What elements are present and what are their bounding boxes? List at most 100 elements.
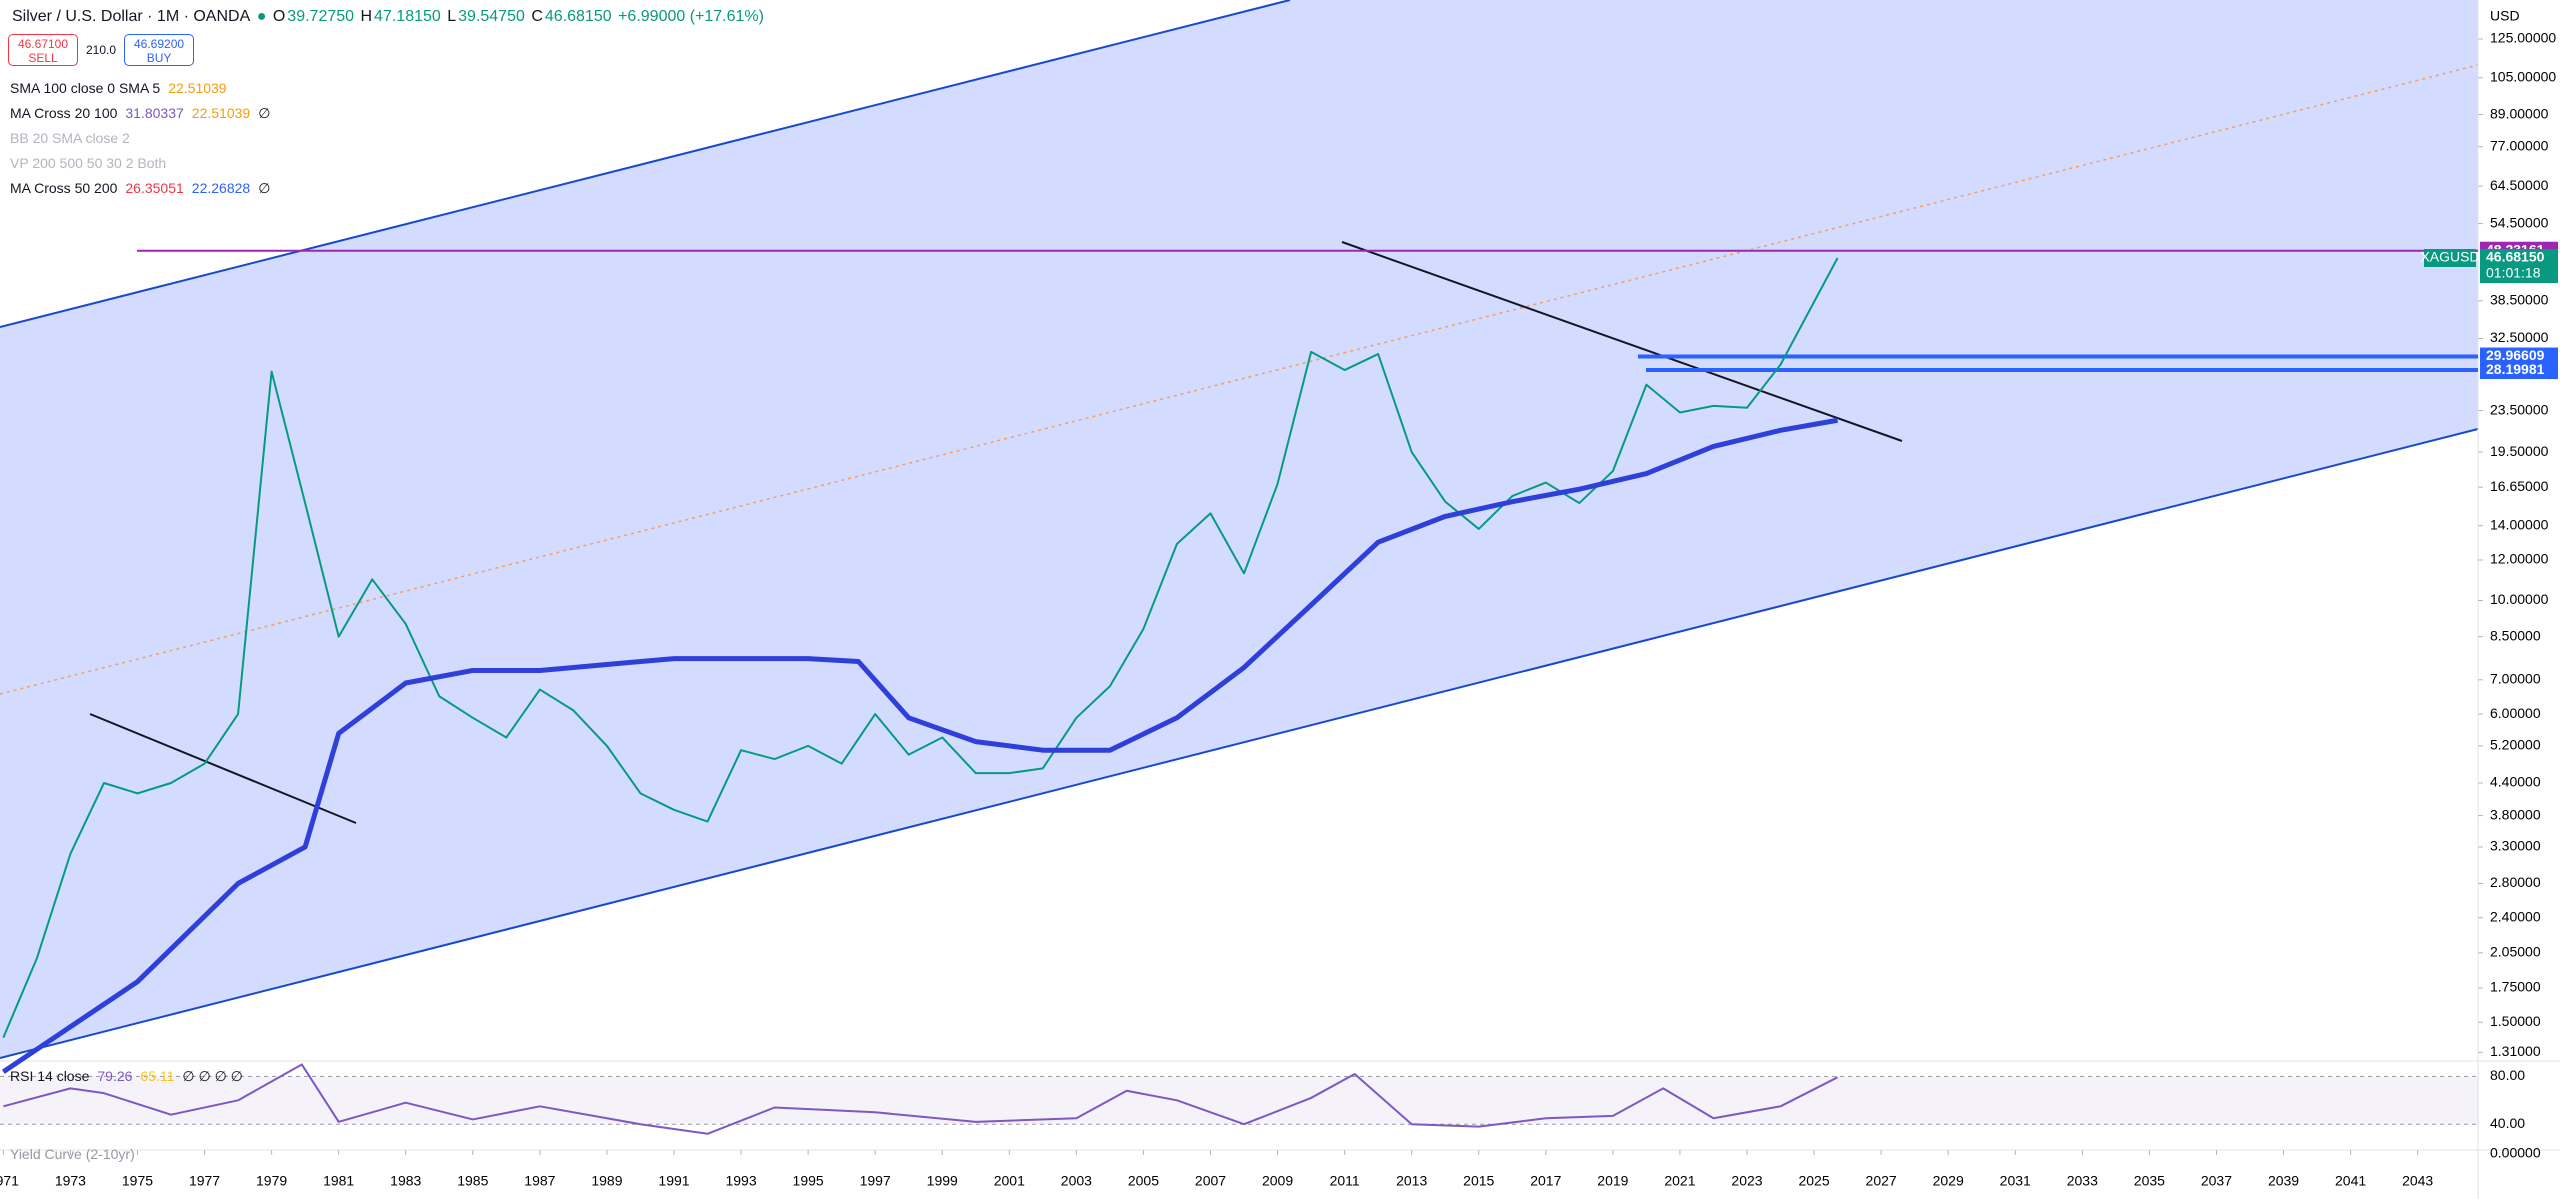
x-tick-label: 1981 — [323, 1173, 354, 1189]
x-tick-label: 1999 — [927, 1173, 958, 1189]
indicator-row: SMA 100 close 0 SMA 5 22.51039 — [10, 76, 278, 101]
trade-panel: 46.67100 SELL 210.0 46.69200 BUY — [8, 34, 195, 66]
y-tick-label: 54.50000 — [2490, 214, 2549, 230]
spread: 210.0 — [86, 43, 117, 57]
x-tick-label: 2001 — [994, 1173, 1025, 1189]
indicator-legend: SMA 100 close 0 SMA 5 22.51039 MA Cross 20… — [10, 76, 278, 201]
c-key: C — [531, 8, 543, 25]
indicator-value: 22.26828 — [191, 180, 251, 196]
x-tick-label: 2007 — [1195, 1173, 1226, 1189]
x-tick-label: 1991 — [658, 1173, 689, 1189]
price-tag — [2480, 361, 2558, 380]
x-tick-label: 2025 — [1798, 1173, 1829, 1189]
y-tick-label: 38.50000 — [2490, 292, 2549, 308]
x-tick-label: 2023 — [1731, 1173, 1762, 1189]
y-tick-label: 2.05000 — [2490, 944, 2541, 960]
sell-label: SELL — [28, 51, 58, 65]
y-tick-label: 8.50000 — [2490, 627, 2541, 643]
y-tick-label: 1.31000 — [2490, 1043, 2541, 1059]
y-tick-label: 125.00000 — [2490, 30, 2556, 46]
y-tick-label: 19.50000 — [2490, 443, 2549, 459]
x-tick-label: 2003 — [1061, 1173, 1092, 1189]
indicator-name: BB 20 SMA close 2 — [10, 130, 130, 146]
x-tick-label: 1987 — [524, 1173, 555, 1189]
price-tag — [2480, 249, 2558, 284]
y-tick-label: 5.20000 — [2490, 737, 2541, 753]
mid-line — [0, 64, 2479, 695]
rsi-tick-label: 80.00 — [2490, 1067, 2525, 1083]
indicator-row: MA Cross 20 100 31.80337 22.51039 ∅ — [10, 101, 278, 126]
x-tick-label: 1993 — [725, 1173, 756, 1189]
y-tick-label: 4.40000 — [2490, 774, 2541, 790]
indicator-row: MA Cross 50 200 26.35051 22.26828 ∅ — [10, 176, 278, 201]
x-tick-label: 2013 — [1396, 1173, 1427, 1189]
l-key: L — [447, 8, 457, 25]
symbol: Silver / U.S. Dollar · 1M · OANDA — [12, 8, 251, 25]
x-tick-label: 2029 — [1933, 1173, 1964, 1189]
x-tick-label: 2043 — [2402, 1173, 2433, 1189]
x-tick-label: 1975 — [122, 1173, 153, 1189]
x-tick-label: 1983 — [390, 1173, 421, 1189]
y-tick-label: 7.00000 — [2490, 671, 2541, 687]
price-tag-label: 28.19981 — [2486, 361, 2545, 377]
x-tick-label: 2027 — [1866, 1173, 1897, 1189]
y-tick-label: 12.00000 — [2490, 551, 2549, 567]
x-tick-label: 1989 — [591, 1173, 622, 1189]
x-tick-label: 2011 — [1330, 1173, 1360, 1189]
y-tick-label: 10.00000 — [2490, 591, 2549, 607]
o-val: 39.72750 — [287, 8, 355, 25]
x-tick-label: 2009 — [1262, 1173, 1293, 1189]
indicator-row: VP 200 500 50 30 2 Both — [10, 151, 278, 176]
channel-fill — [0, 0, 2478, 1058]
o-key: O — [272, 8, 286, 25]
trend-line — [1341, 241, 1903, 442]
sell-button[interactable]: 46.67100 SELL — [8, 34, 78, 66]
rsi-value: 65.11 — [140, 1068, 175, 1084]
indicator-row: BB 20 SMA close 2 — [10, 126, 278, 151]
y-tick-label: 64.50000 — [2490, 177, 2549, 193]
yield-curve-title: Yield Curve (2-10yr) — [10, 1146, 135, 1162]
indicator-name: VP 200 500 50 30 2 Both — [10, 155, 167, 171]
y-tick-label: 2.80000 — [2490, 874, 2541, 890]
y-tick-label: 3.30000 — [2490, 838, 2541, 854]
price-tag — [2480, 347, 2558, 366]
l-val: 39.54750 — [458, 8, 525, 25]
rsi-value: ∅ ∅ ∅ ∅ — [182, 1068, 243, 1084]
buy-button[interactable]: 46.69200 BUY — [124, 34, 195, 66]
yield-curve-legend: Yield Curve (2-10yr) — [10, 1146, 135, 1162]
price-tag-label: 29.96609 — [2486, 347, 2545, 363]
rsi-value: 79.26 — [97, 1068, 133, 1084]
x-tick-label: 2035 — [2134, 1173, 2165, 1189]
series-line — [2, 257, 1839, 1038]
x-tick-label: 2033 — [2067, 1173, 2098, 1189]
x-tick-label: 2015 — [1463, 1173, 1494, 1189]
sell-price: 46.67100 — [17, 37, 69, 51]
rsi-title: RSI 14 close — [10, 1068, 90, 1084]
change: +6.99000 (+17.61%) — [618, 8, 764, 25]
symbol-tag-label: XAGUSD — [2420, 249, 2479, 265]
y-tick-label: 16.65000 — [2490, 478, 2549, 494]
indicator-name: SMA 100 close 0 SMA 5 — [10, 80, 161, 96]
x-tick-label: 1997 — [860, 1173, 891, 1189]
x-tick-label: 2021 — [1664, 1173, 1695, 1189]
rsi-legend: RSI 14 close 79.26 65.11 ∅ ∅ ∅ ∅ — [10, 1068, 251, 1085]
x-tick-label: 1995 — [793, 1173, 824, 1189]
x-tick-label: 2041 — [2335, 1173, 2366, 1189]
indicator-value: 31.80337 — [125, 105, 184, 121]
symbol-tag — [2424, 249, 2476, 268]
h-val: 47.18150 — [374, 8, 441, 25]
y-tick-label: 1.75000 — [2490, 979, 2541, 995]
y-tick-label: 89.00000 — [2490, 105, 2549, 121]
indicator-value: ∅ — [258, 105, 271, 121]
x-tick-label: 1985 — [457, 1173, 488, 1189]
y-tick-label: 77.00000 — [2490, 137, 2549, 153]
y-tick-label: 14.00000 — [2490, 516, 2549, 532]
channel-upper — [0, 0, 1291, 328]
x-tick-label: 2017 — [1530, 1173, 1561, 1189]
x-tick-label: 1979 — [256, 1173, 287, 1189]
x-tick-label: 1973 — [55, 1173, 86, 1189]
currency: USD — [2490, 8, 2520, 24]
x-tick-label: 2039 — [2268, 1173, 2299, 1189]
